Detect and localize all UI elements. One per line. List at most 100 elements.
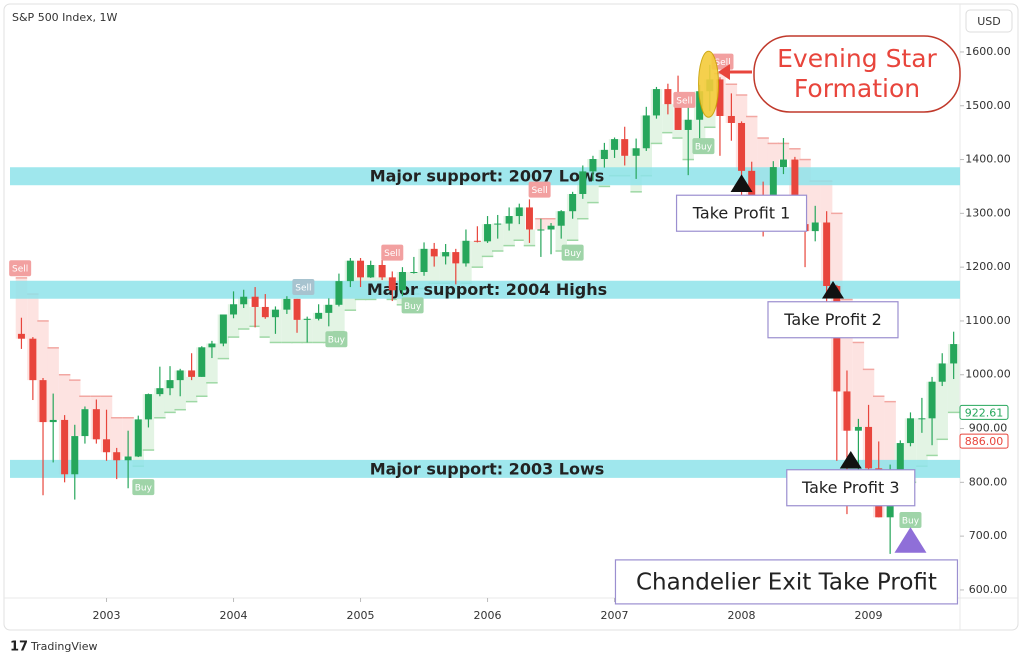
stop-fill	[185, 376, 198, 402]
candle-body	[525, 207, 533, 230]
signal-label: Buy	[902, 516, 920, 526]
candle-body	[791, 159, 799, 225]
candle-body	[261, 306, 269, 318]
candle-body	[176, 370, 184, 381]
stop-fill	[809, 181, 821, 223]
candle-body	[716, 79, 724, 116]
signal-label: Buy	[328, 336, 346, 346]
stop-fill	[237, 296, 250, 330]
candle-body	[833, 285, 841, 392]
candle-body	[600, 149, 608, 160]
candle-body	[198, 347, 206, 377]
signal-tag	[561, 244, 584, 261]
candle-body	[696, 91, 704, 120]
candle-body	[29, 338, 37, 381]
candle-body	[484, 224, 492, 242]
candle-body	[769, 167, 777, 201]
signal-label: Sell	[676, 96, 692, 106]
y-tick-label: 1300.00	[965, 206, 1011, 219]
y-tick-label: 1100.00	[965, 314, 1011, 327]
stop-fill	[745, 116, 758, 197]
candle-body	[918, 418, 926, 420]
stop-fill	[618, 155, 631, 176]
stop-fill	[259, 317, 271, 338]
evening-star-marker	[698, 50, 720, 118]
candle-body	[335, 281, 343, 305]
candle-body	[557, 211, 565, 226]
candle-body	[398, 271, 406, 291]
candle-body	[17, 333, 25, 339]
support-label: Major support: 2003 Lows	[370, 459, 605, 478]
support-band	[10, 167, 960, 186]
candle-body	[505, 216, 513, 224]
candle-body	[642, 115, 650, 149]
candle-body	[738, 122, 746, 171]
evening-star-box	[753, 35, 961, 113]
y-tick-label: 1400.00	[965, 153, 1011, 166]
candle-body	[950, 344, 958, 364]
candle-body	[748, 170, 756, 197]
stop-fill	[154, 388, 166, 418]
y-tick-label: 1500.00	[965, 99, 1011, 112]
candle-body	[569, 193, 577, 212]
candle-body	[515, 207, 523, 217]
candle-body	[896, 443, 904, 484]
candle-body	[92, 409, 100, 440]
candle-body	[156, 388, 164, 395]
stop-fill	[841, 299, 853, 431]
take-profit-label: Take Profit 2	[783, 310, 882, 329]
signal-tag	[9, 260, 32, 277]
take-profit-box	[786, 469, 916, 507]
candle-body	[442, 252, 450, 257]
candle-body	[611, 139, 619, 150]
candle-body	[843, 391, 851, 431]
candle-body	[61, 419, 69, 475]
candle-body	[779, 159, 787, 168]
stop-fill	[904, 418, 917, 483]
candle-body	[134, 419, 142, 457]
candle-body	[473, 240, 481, 242]
candle-body	[103, 439, 111, 453]
candle-body	[547, 225, 555, 230]
stop-fill	[662, 104, 674, 133]
candle-body	[928, 381, 936, 419]
stop-fill	[164, 380, 176, 413]
support-band	[10, 459, 960, 478]
candle-body	[144, 394, 152, 420]
logo-mark: 17	[10, 640, 28, 655]
signal-label: Buy	[564, 249, 582, 259]
candle-body	[621, 139, 629, 156]
support-label: Major support: 2007 Lows	[370, 167, 605, 186]
candle-body	[727, 115, 735, 123]
y-tick-label: 800.00	[969, 475, 1008, 488]
chart-title: S&P 500 Index, 1W	[12, 11, 117, 24]
stop-fill	[439, 252, 452, 284]
currency-box[interactable]	[965, 9, 1013, 33]
candle-body	[303, 318, 311, 320]
candle-body	[452, 252, 460, 264]
candle-body	[219, 314, 227, 344]
signal-tag	[401, 297, 424, 314]
price-tag	[959, 433, 1009, 449]
candle-body	[823, 222, 831, 286]
signal-tag	[673, 91, 696, 108]
y-tick-label: 600.00	[969, 583, 1008, 596]
candle-body	[230, 304, 238, 315]
stop-fill	[767, 143, 780, 168]
signal-label: Buy	[404, 302, 422, 312]
support-band	[10, 280, 960, 299]
take-profit-label: Take Profit 3	[801, 478, 900, 497]
take-profit-box	[614, 559, 959, 605]
logo: 17 TradingView	[10, 640, 97, 655]
stop-fill	[15, 277, 28, 339]
signal-label: Sell	[384, 249, 400, 259]
stop-fill	[884, 401, 896, 484]
y-tick-label: 1000.00	[965, 368, 1011, 381]
stop-fill	[37, 320, 49, 423]
candle-body	[494, 223, 502, 225]
candle-body	[579, 171, 587, 194]
y-tick-label: 700.00	[969, 529, 1008, 542]
evening-star-label: Evening Star	[777, 44, 937, 73]
candle-body	[357, 260, 365, 278]
stop-fill	[281, 298, 293, 343]
